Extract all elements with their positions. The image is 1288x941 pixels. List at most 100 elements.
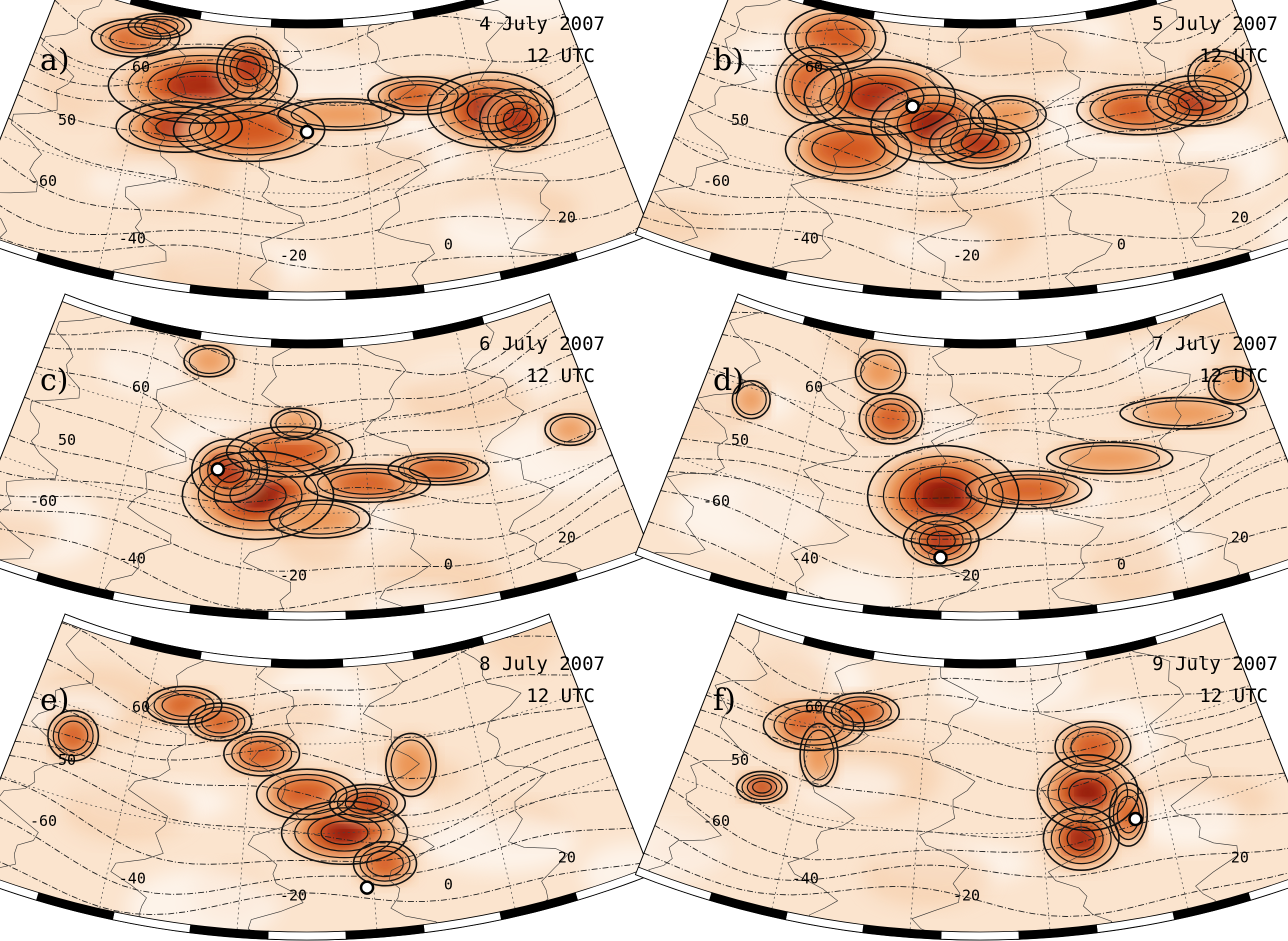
pv-contour <box>1045 441 1174 475</box>
pv-contour <box>229 49 268 87</box>
streamline <box>699 63 1258 155</box>
pv-contour <box>1036 754 1139 832</box>
pv-contour <box>352 840 418 887</box>
field-patch <box>88 159 193 204</box>
coastline <box>1130 642 1239 911</box>
pv-contour <box>896 102 972 148</box>
shading-blob <box>281 504 358 534</box>
meridian <box>769 3 833 277</box>
lon-label: 0 <box>444 236 453 254</box>
shading-blob <box>872 404 909 434</box>
shading-blob <box>960 133 1000 153</box>
shading-blob <box>752 781 772 794</box>
coastline <box>0 0 104 250</box>
coastline <box>927 339 980 620</box>
frame-tick <box>482 0 500 5</box>
field-patch <box>890 223 995 268</box>
coastline <box>463 0 565 265</box>
parallel <box>1 135 613 194</box>
pv-contour <box>231 735 293 772</box>
parallel <box>707 371 1253 425</box>
shading-blob <box>1135 401 1232 426</box>
cyclone-marker <box>210 462 226 477</box>
cyclone-marker <box>359 880 375 895</box>
lon-label: -40 <box>119 550 146 568</box>
streamline <box>705 39 1249 119</box>
lat-label: 50 <box>731 111 749 129</box>
pv-contour <box>799 722 839 788</box>
pv-contour <box>140 18 179 35</box>
lon-label: 20 <box>1231 528 1249 546</box>
meridian <box>236 658 258 938</box>
shading-blob <box>201 711 238 733</box>
streamline <box>0 849 647 916</box>
coastline <box>640 303 764 557</box>
shading-blob <box>240 741 284 767</box>
shading-blob <box>551 417 590 442</box>
pv-contour <box>735 770 788 804</box>
pv-contour <box>735 384 767 416</box>
meridian <box>1029 658 1051 938</box>
frame-tick <box>940 290 1020 301</box>
pv-contour <box>109 26 162 50</box>
lat-label: 60 <box>805 378 823 396</box>
shading-blob <box>409 460 468 479</box>
shading-blob <box>292 102 389 127</box>
lon-label: -40 <box>119 230 146 248</box>
meridian <box>909 18 931 298</box>
coastline <box>911 659 979 940</box>
meridian <box>769 323 833 597</box>
shading-blob <box>1078 785 1098 800</box>
pv-contour <box>803 729 835 781</box>
shading-blob <box>236 55 261 80</box>
meridian <box>1127 3 1191 277</box>
pv-contour <box>791 62 837 108</box>
lon-label: 0 <box>1117 236 1126 254</box>
field-patch <box>957 16 1086 77</box>
coastline <box>110 651 204 928</box>
streamline <box>654 825 1288 881</box>
pv-contour <box>883 94 985 156</box>
frame-tick <box>270 18 344 29</box>
pv-contour <box>544 412 597 447</box>
map-panel: a) 4 July 2007 12 UTC 60 50 -60 -40 -20 0 20 <box>0 0 653 301</box>
panel-letter: f) <box>713 683 736 718</box>
panel-date: 6 July 2007 <box>479 333 605 355</box>
streamline <box>706 694 1257 754</box>
lat-label: -60 <box>30 812 57 830</box>
panel-date: 4 July 2007 <box>479 13 605 35</box>
frame-tick <box>0 879 40 901</box>
pv-contour <box>128 106 230 148</box>
panel-letter: b) <box>713 43 744 78</box>
lon-label: 20 <box>558 528 576 546</box>
coastline <box>0 618 95 877</box>
pv-contour <box>181 450 335 541</box>
streamline <box>9 427 602 488</box>
streamline <box>36 353 573 444</box>
meridian <box>96 323 160 597</box>
panel-date: 7 July 2007 <box>1152 333 1278 355</box>
lat-label: -60 <box>30 172 57 190</box>
lon-label: -20 <box>953 247 980 265</box>
pv-contour <box>502 107 533 133</box>
pv-contour <box>910 110 959 140</box>
streamline <box>722 331 1237 413</box>
panel-time: 12 UTC <box>526 45 595 67</box>
lon-label: 20 <box>1231 208 1249 226</box>
field-patch <box>488 418 641 495</box>
pv-contour <box>107 46 299 124</box>
coastline <box>247 659 304 940</box>
coastline <box>1143 0 1252 262</box>
pv-contour <box>762 699 866 752</box>
pv-contour <box>115 101 243 154</box>
pv-contour <box>280 800 409 866</box>
lon-label: 20 <box>558 208 576 226</box>
pv-contour <box>384 732 437 798</box>
pv-contour <box>204 110 294 149</box>
pv-contour <box>147 62 259 108</box>
streamline <box>673 441 1281 519</box>
meridian <box>769 643 833 917</box>
coastline <box>916 19 978 301</box>
streamline <box>708 368 1253 440</box>
